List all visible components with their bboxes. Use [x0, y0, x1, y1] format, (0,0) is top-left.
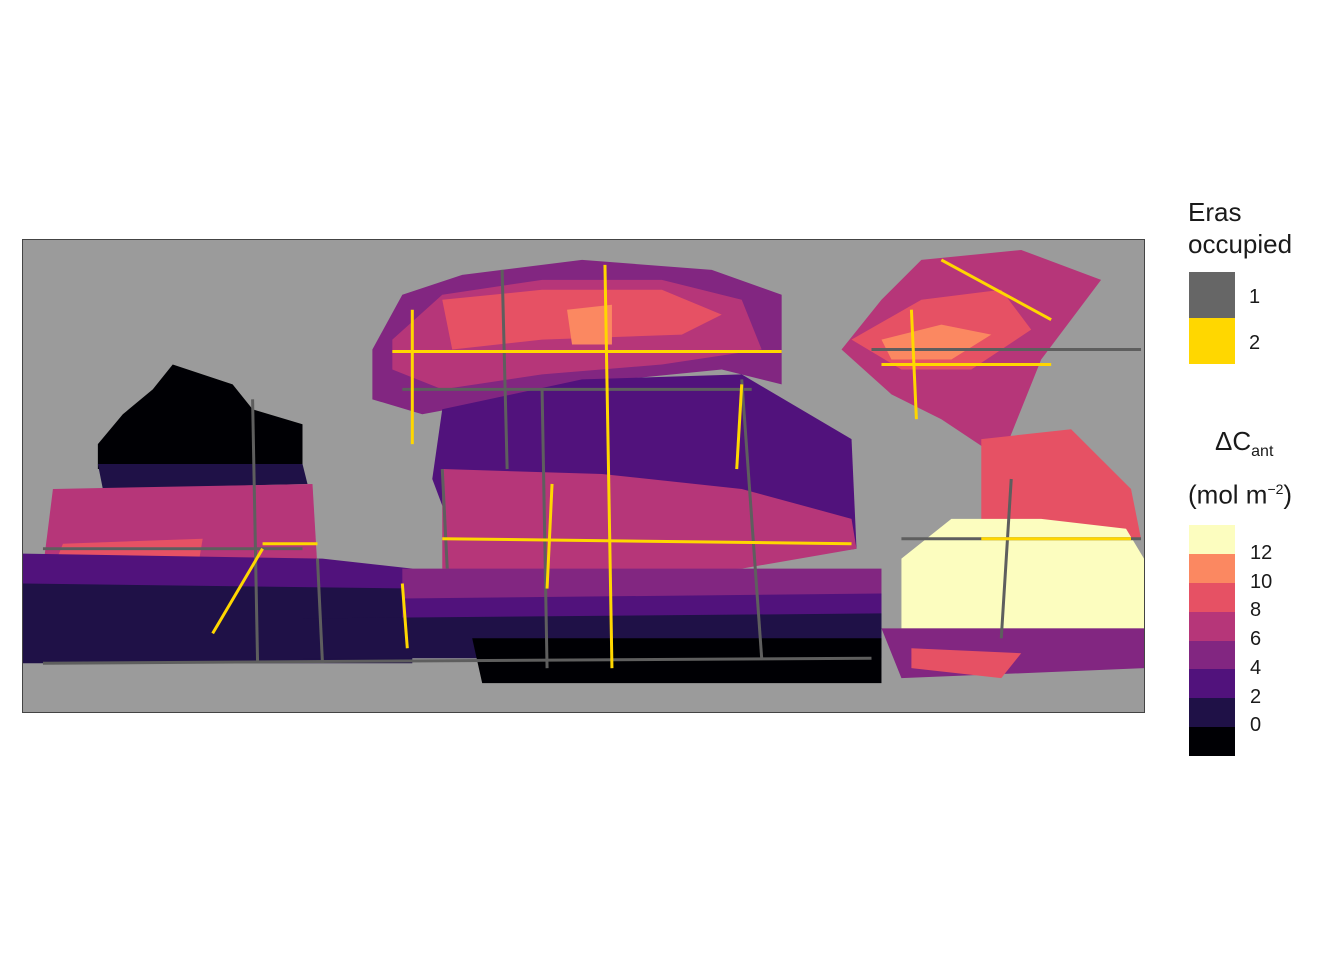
ocean-map [23, 249, 1144, 684]
south-atlantic-region-7 [901, 518, 1144, 629]
dcant-tick-label: 0 [1250, 714, 1262, 737]
eras-legend-title-line2: occupied [1188, 229, 1293, 259]
era1-label: 1 [1249, 286, 1261, 308]
atlantic-sector-southern-region-5 [911, 648, 1022, 679]
dcant-legend-unit: (mol m−2) [1188, 473, 1292, 511]
eras-legend-title-line1: Eras [1188, 197, 1242, 227]
era2-swatch [1189, 318, 1235, 364]
dcant-tick-label: 8 [1250, 599, 1262, 622]
indian-ocean-region-0 [97, 364, 303, 470]
dcant-bin-swatch [1189, 525, 1235, 555]
dcant-tick-label: 12 [1250, 541, 1273, 564]
south-atlantic-region-6 [981, 429, 1142, 539]
dcant-unit-open: (mol m [1188, 479, 1268, 510]
era1-swatch [1189, 272, 1235, 318]
dcant-tick-label: 2 [1250, 685, 1262, 708]
dcant-bin-swatch [1189, 582, 1235, 612]
dcant-unit-sup: −2 [1267, 481, 1284, 497]
dcant-tick-label: 10 [1250, 570, 1273, 593]
dcant-tick-label: 6 [1250, 628, 1262, 650]
dcant-bin-swatch [1189, 697, 1235, 727]
dcant-bin-swatch [1189, 668, 1235, 698]
era1-tracks [42, 269, 1142, 669]
north-pacific-patch-high [567, 304, 612, 345]
dcant-tick-label: 4 [1250, 656, 1262, 679]
dcant-bin-swatch [1189, 726, 1235, 756]
dcant-symbol: ΔC [1215, 426, 1252, 456]
era2-label: 2 [1249, 332, 1261, 354]
dcant-legend-title: ΔCant [1215, 425, 1273, 468]
dcant-unit-close: ) [1283, 479, 1293, 510]
dcant-bin-swatch [1189, 640, 1235, 670]
era2-tracks [211, 258, 1132, 669]
dcant-bin-swatch [1189, 553, 1235, 583]
dcant-subscript: ant [1251, 443, 1274, 461]
dcant-bin-swatch [1189, 611, 1235, 641]
map-panel [22, 239, 1145, 713]
